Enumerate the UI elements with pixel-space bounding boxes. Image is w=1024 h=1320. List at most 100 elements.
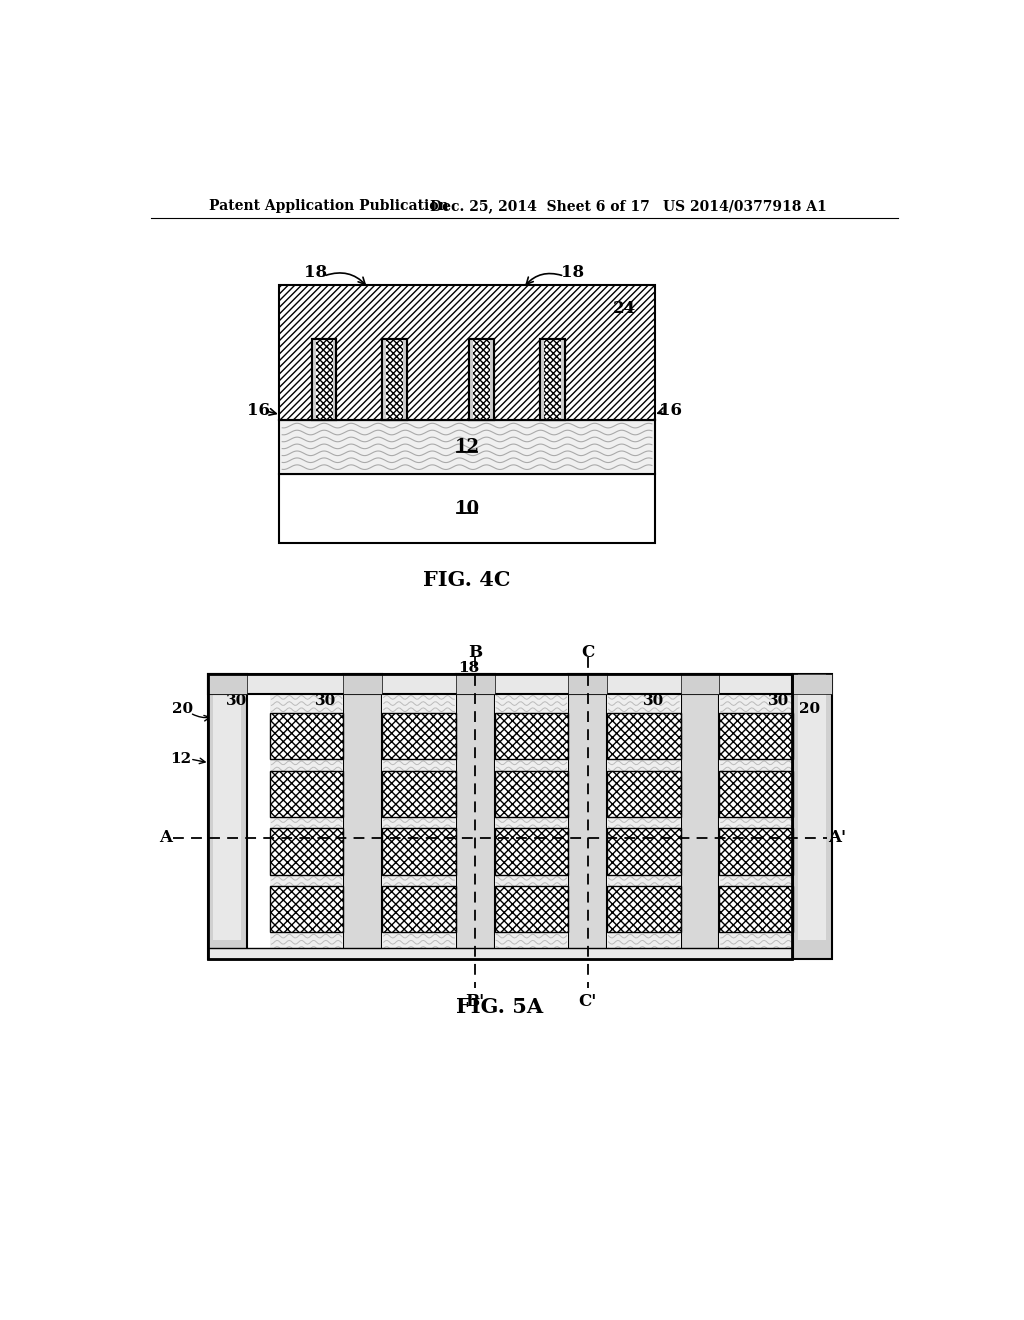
Bar [270,886,343,932]
Bar [719,875,793,886]
Bar [280,474,655,544]
Bar [456,675,495,693]
Bar [607,817,681,829]
Bar [719,817,793,829]
Bar [382,829,456,875]
FancyArrowPatch shape [193,714,210,721]
Bar [208,675,793,693]
Bar [270,675,343,960]
Text: 18: 18 [459,661,479,675]
Bar [719,886,793,932]
Bar [607,932,681,960]
Bar [607,675,681,960]
Bar [495,829,568,875]
FancyArrowPatch shape [334,696,359,704]
Bar [382,339,407,420]
Bar [280,285,655,420]
FancyArrowPatch shape [651,692,695,704]
FancyArrowPatch shape [791,714,802,721]
Bar [607,886,681,932]
Bar [208,675,247,693]
Text: Dec. 25, 2014  Sheet 6 of 17: Dec. 25, 2014 Sheet 6 of 17 [430,199,650,213]
Bar [799,675,826,940]
Text: 10: 10 [455,500,479,517]
Bar [311,339,315,420]
Bar [382,339,407,420]
Bar [382,339,386,420]
Bar [469,339,494,420]
Bar [719,713,793,759]
Text: 30: 30 [643,694,665,709]
Bar [270,875,343,886]
FancyArrowPatch shape [526,273,562,284]
FancyArrowPatch shape [193,758,205,764]
Bar [456,675,495,960]
Bar [270,693,343,713]
Bar [719,932,793,960]
Bar [208,949,793,960]
Text: 12: 12 [455,438,479,457]
Bar [208,675,793,960]
Bar [541,339,544,420]
Text: 16: 16 [247,403,269,420]
Bar [280,420,655,474]
Bar [495,675,568,960]
Bar [607,713,681,759]
Bar [213,675,241,940]
Bar [382,713,456,759]
Text: B: B [468,644,482,661]
Bar [469,339,473,420]
Bar [270,817,343,829]
Bar [382,886,456,932]
Bar [681,675,719,693]
Text: 12: 12 [170,752,191,766]
Bar [607,829,681,875]
Bar [382,817,456,829]
Bar [719,771,793,817]
FancyArrowPatch shape [326,273,366,284]
Bar [270,713,343,759]
Text: Patent Application Publication: Patent Application Publication [209,199,449,213]
Text: 30: 30 [226,694,247,709]
Text: 18: 18 [560,264,584,281]
Bar [561,339,565,420]
Bar [343,675,382,693]
Text: 30: 30 [315,694,336,709]
FancyArrowPatch shape [785,689,791,702]
Bar [382,932,456,960]
Text: A: A [159,829,172,846]
Bar [607,693,681,713]
Bar [541,339,565,420]
Text: 20: 20 [172,702,193,715]
Bar [382,693,456,713]
FancyArrowPatch shape [657,408,666,414]
Bar [568,675,607,693]
FancyArrowPatch shape [268,409,276,416]
Bar [208,675,247,960]
Bar [270,771,343,817]
Bar [208,675,793,960]
Bar [270,759,343,771]
Bar [382,675,456,960]
Text: C': C' [579,993,597,1010]
Bar [541,339,565,420]
Bar [719,759,793,771]
Bar [311,339,337,420]
Bar [469,339,494,420]
Text: B': B' [466,993,484,1010]
Bar [270,932,343,960]
Bar [719,693,793,713]
Bar [333,339,337,420]
Text: FIG. 5A: FIG. 5A [457,997,544,1016]
Bar [719,675,793,960]
Bar [495,886,568,932]
Bar [382,771,456,817]
Text: 16: 16 [659,403,682,420]
Bar [681,675,719,960]
Bar [495,759,568,771]
Bar [607,875,681,886]
Text: A': A' [828,829,846,846]
Bar [382,875,456,886]
Bar [607,759,681,771]
Bar [568,675,607,960]
